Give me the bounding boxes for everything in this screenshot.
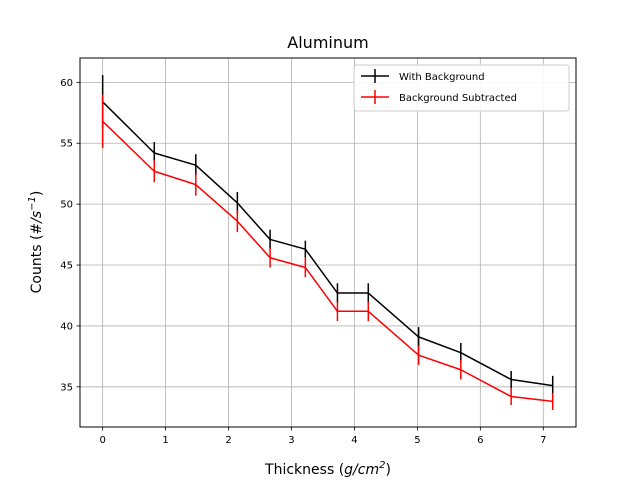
data-point (304, 248, 307, 250)
grid (80, 58, 576, 427)
x-tick-label: 3 (288, 435, 294, 446)
x-tick-label: 7 (540, 435, 546, 446)
y-tick-label: 45 (60, 261, 73, 272)
data-point (367, 292, 370, 294)
chart-title: Aluminum (287, 33, 368, 52)
data-point (417, 336, 420, 338)
data-point (236, 202, 239, 204)
data-point (510, 395, 512, 398)
y-tick-label: 50 (60, 200, 73, 211)
y-axis-title: Counts (#/s−1) (27, 191, 45, 294)
data-point (417, 354, 420, 356)
data-point (153, 152, 156, 154)
series-line (102, 101, 553, 387)
x-tick-label: 1 (162, 435, 168, 446)
data-point (336, 292, 339, 294)
x-tick-label: 5 (414, 435, 420, 446)
legend: With Background Background Subtracted (353, 64, 570, 112)
legend-entry: Background Subtracted (361, 90, 517, 104)
y-tick-label: 35 (60, 382, 73, 393)
legend-label: With Background (399, 72, 485, 83)
data-point (236, 220, 239, 222)
y-tick-label: 40 (60, 321, 73, 332)
data-point (510, 378, 512, 381)
data-point (101, 120, 104, 123)
data-point (195, 183, 197, 186)
x-tick-label: 6 (477, 435, 483, 446)
legend-label: Background Subtracted (399, 93, 517, 104)
x-axis-title: Thickness (g/cm2) (264, 460, 391, 478)
data-point (304, 266, 307, 269)
plot-frame (79, 57, 577, 428)
y-tick-label: 55 (60, 139, 73, 150)
series-line (102, 120, 553, 403)
data-point (551, 400, 554, 403)
series-layer (101, 75, 554, 410)
series-2 (101, 94, 554, 410)
y-tick-label: 60 (60, 78, 73, 89)
data-point (269, 238, 271, 241)
data-point (195, 164, 197, 166)
data-point (551, 384, 554, 387)
data-point (153, 170, 156, 173)
data-point (367, 310, 370, 313)
x-tick-label: 0 (99, 435, 105, 446)
data-point (460, 368, 462, 371)
legend-entry: With Background (361, 69, 485, 83)
data-point (460, 351, 462, 354)
data-point (269, 256, 271, 259)
x-tick-label: 4 (351, 435, 357, 446)
legend-frame (353, 64, 570, 112)
data-point (336, 310, 339, 313)
x-tick-label: 2 (225, 435, 231, 446)
